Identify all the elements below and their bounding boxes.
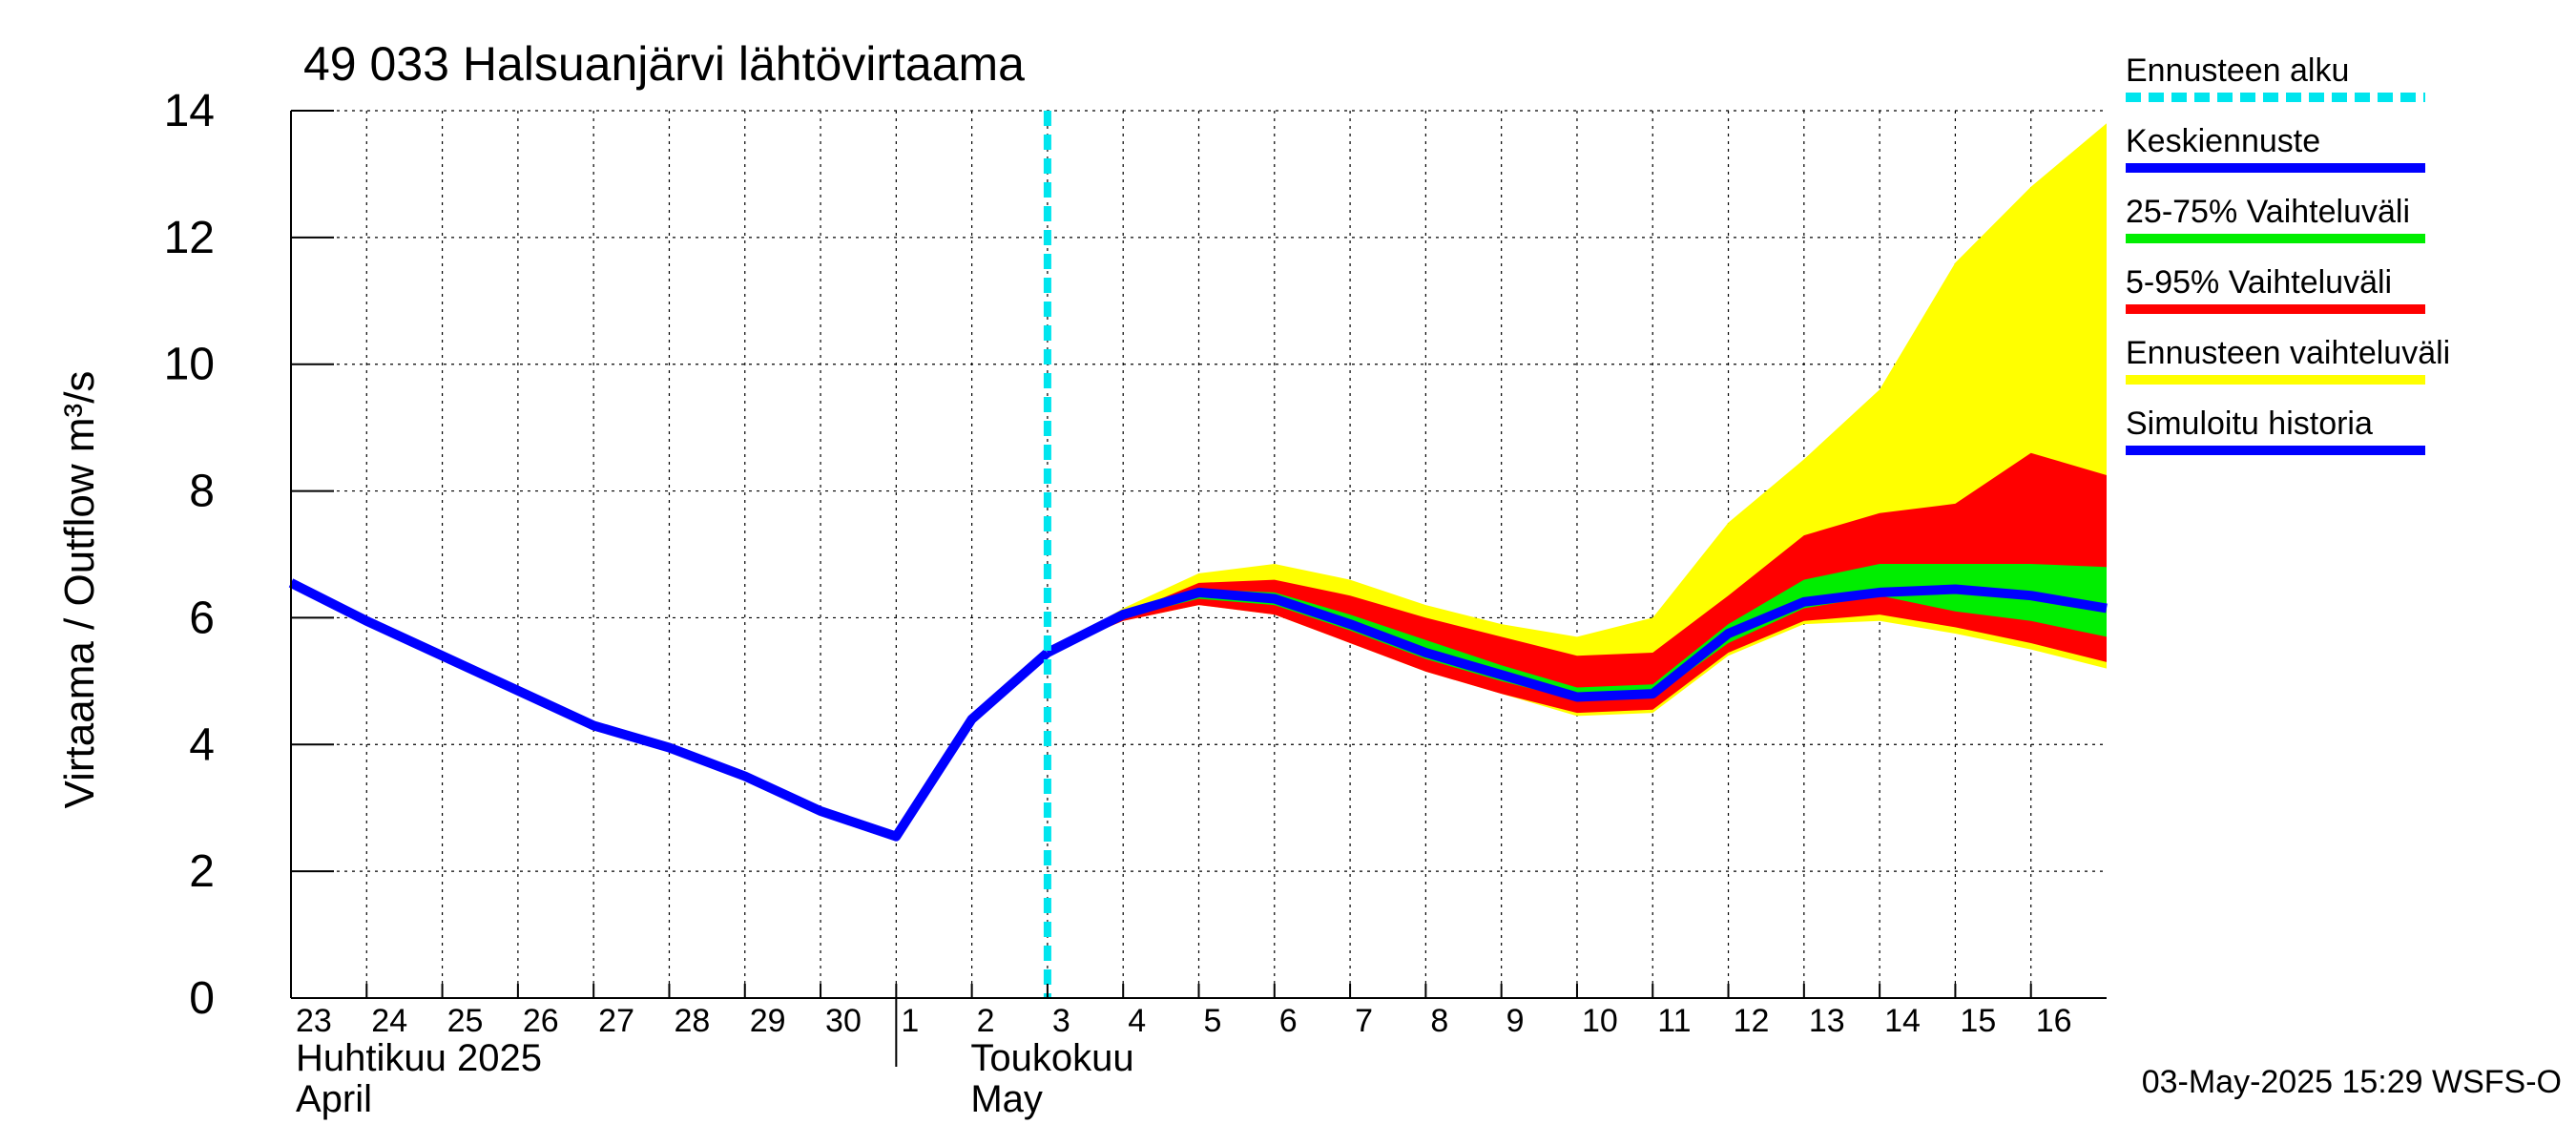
x-tick-label: 4 <box>1128 1003 1146 1039</box>
x-tick-label: 14 <box>1884 1003 1921 1039</box>
legend-label: 5-95% Vaihteluväli <box>2126 264 2392 301</box>
x-tick-label: 7 <box>1355 1003 1373 1039</box>
y-tick-label: 8 <box>189 467 215 517</box>
y-axis-label: Virtaama / Outflow m³/s <box>56 371 103 809</box>
x-tick-label: 5 <box>1204 1003 1222 1039</box>
legend-label: 25-75% Vaihteluväli <box>2126 194 2410 230</box>
y-tick-label: 12 <box>164 213 215 263</box>
y-tick-label: 4 <box>189 719 215 770</box>
legend-label: Ennusteen alku <box>2126 52 2349 89</box>
x-tick-label: 26 <box>523 1003 559 1039</box>
timestamp-footer: 03-May-2025 15:29 WSFS-O <box>2142 1064 2562 1100</box>
x-tick-label: 28 <box>674 1003 710 1039</box>
legend-label: Keskiennuste <box>2126 123 2320 159</box>
x-tick-label: 23 <box>296 1003 332 1039</box>
x-tick-label: 11 <box>1657 1003 1691 1039</box>
x-tick-label: 3 <box>1052 1003 1070 1039</box>
month-label-fi: Huhtikuu 2025 <box>296 1037 542 1079</box>
y-tick-label: 2 <box>189 846 215 897</box>
x-tick-label: 25 <box>447 1003 484 1039</box>
x-tick-label: 30 <box>825 1003 862 1039</box>
chart-title: 49 033 Halsuanjärvi lähtövirtaama <box>303 37 1025 91</box>
month-label-fi: Toukokuu <box>970 1037 1133 1079</box>
x-tick-label: 27 <box>598 1003 634 1039</box>
x-tick-label: 10 <box>1582 1003 1618 1039</box>
y-tick-label: 10 <box>164 340 215 390</box>
legend-label: Ennusteen vaihteluväli <box>2126 335 2450 371</box>
x-tick-label: 6 <box>1279 1003 1298 1039</box>
x-tick-label: 12 <box>1734 1003 1770 1039</box>
simulated-history-line <box>288 578 1051 842</box>
median-forecast-line <box>1045 584 2108 702</box>
x-tick-label: 9 <box>1506 1003 1525 1039</box>
x-tick-label: 15 <box>1960 1003 1996 1039</box>
x-tick-label: 1 <box>901 1003 919 1039</box>
y-tick-label: 14 <box>164 86 215 136</box>
x-tick-label: 2 <box>977 1003 995 1039</box>
y-tick-label: 6 <box>189 593 215 643</box>
month-label-en: April <box>296 1078 372 1120</box>
x-tick-label: 16 <box>2036 1003 2072 1039</box>
legend: Ennusteen alku Keskiennuste 25-75% Vaihtel… <box>2126 52 2450 455</box>
x-tick-label: 29 <box>750 1003 786 1039</box>
x-tick-label: 8 <box>1430 1003 1448 1039</box>
y-tick-label: 0 <box>189 973 215 1024</box>
legend-label: Simuloitu historia <box>2126 406 2373 442</box>
x-tick-label: 13 <box>1809 1003 1845 1039</box>
month-label-en: May <box>970 1078 1043 1120</box>
x-tick-label: 24 <box>371 1003 407 1039</box>
